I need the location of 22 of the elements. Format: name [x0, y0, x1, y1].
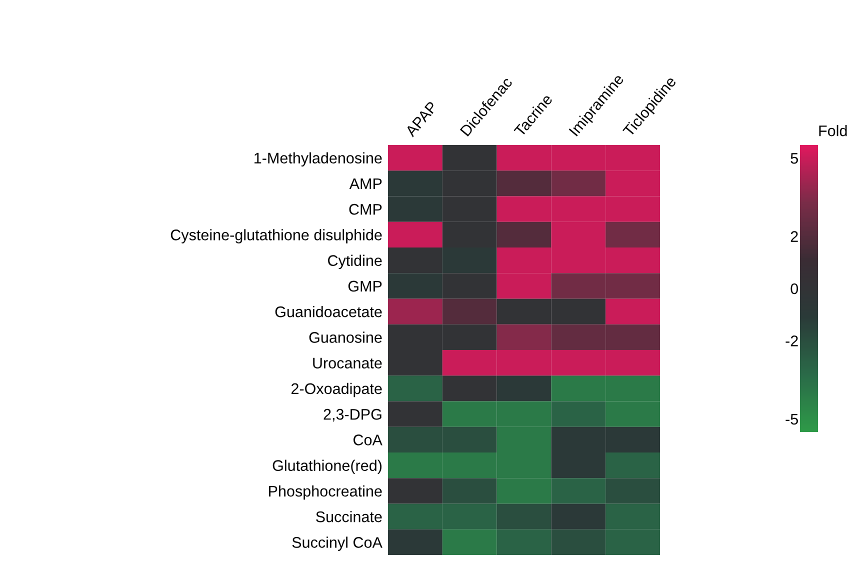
y-tick-label: 2,3-DPG — [324, 408, 382, 422]
y-tick-label: Succinate — [316, 511, 382, 522]
color-bar-label: -5 — [786, 414, 798, 425]
color-bar-label: 0 — [790, 283, 798, 294]
y-tick-label: 1-Methyladenosine — [254, 152, 382, 167]
color-bar-title: Fold — [819, 125, 847, 136]
y-tick-label: CMP — [349, 204, 382, 215]
y-tick-label: Succinyl CoA — [292, 536, 382, 551]
y-tick-label: CoA — [354, 434, 382, 446]
y-tick-label: Urocanate — [313, 358, 382, 368]
color-bar-label: 2 — [790, 231, 798, 242]
y-tick-label: GMP — [348, 280, 382, 292]
y-tick-label: AMP — [349, 178, 382, 189]
y-tick-label: Cysteine-glutathione disulphide — [170, 229, 382, 244]
color-bar-label: 5 — [790, 153, 798, 164]
y-tick-label: Cytidine — [328, 254, 382, 270]
color-bar-label: -2 — [786, 336, 798, 346]
y-tick-label: Guanosine — [309, 332, 382, 343]
y-tick-label: Phosphocreatine — [269, 485, 382, 500]
y-tick-label: Guanidoacetate — [275, 306, 382, 318]
y-tick-label: 2-Oxoadipate — [291, 382, 382, 398]
y-tick-label: Glutathione(red) — [272, 460, 382, 474]
